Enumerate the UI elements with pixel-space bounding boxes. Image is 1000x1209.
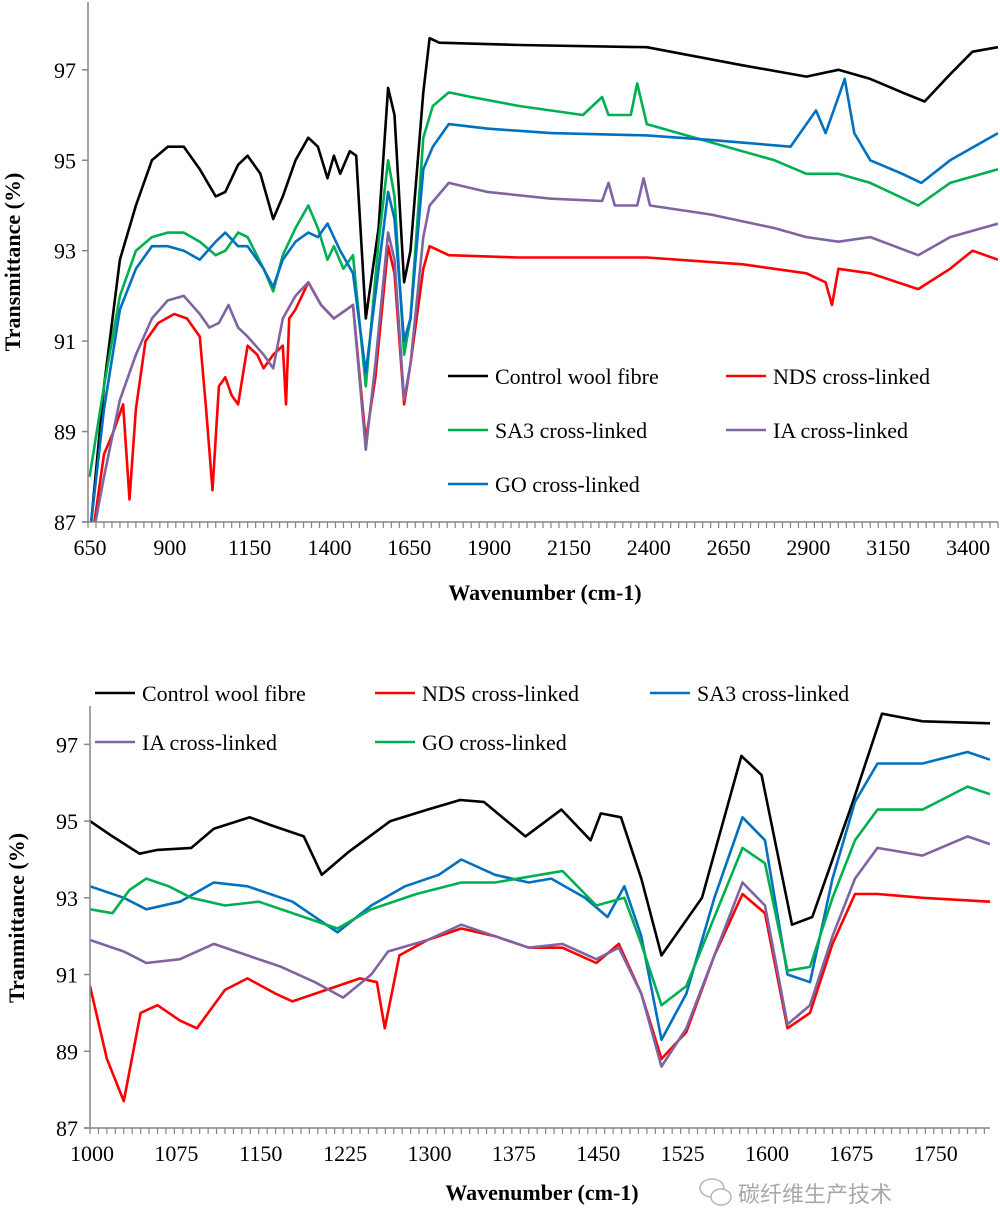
x-tick-label: 1675 [829, 1141, 873, 1166]
x-tick-label: 3150 [866, 535, 910, 560]
x-tick-label: 1300 [408, 1141, 452, 1166]
series-line-control-wool-fibre [90, 712, 990, 957]
x-tick-label: 2150 [547, 535, 591, 560]
legend-label: IA cross-linked [773, 418, 908, 443]
x-tick-label: 1900 [467, 535, 511, 560]
y-tick-label: 93 [54, 239, 76, 264]
x-tick-label: 2650 [707, 535, 751, 560]
x-tick-label: 1450 [576, 1141, 620, 1166]
x-tick-label: 1600 [745, 1141, 789, 1166]
x-tick-label: 3400 [946, 535, 990, 560]
x-axis-title: Wavenumber (cm-1) [445, 1180, 638, 1205]
series-line-ia-cross-linked [94, 177, 998, 522]
x-tick-label: 900 [153, 535, 186, 560]
series-group [88, 36, 998, 522]
chart-fingerprint-range: Wavenumber (cm-1) Tranmittance (%) 87 89 9… [4, 681, 990, 1205]
x-tick-label: 1075 [154, 1141, 198, 1166]
wechat-icon [699, 1178, 732, 1206]
series-line-sa3-cross-linked [88, 82, 998, 478]
legend-label: GO cross-linked [422, 730, 567, 755]
y-axis-title: Transmittance (%) [0, 173, 25, 352]
y-tick-label: 89 [54, 420, 76, 445]
series-line-go-cross-linked [90, 785, 990, 1007]
x-tick-label: 1000 [70, 1141, 114, 1166]
chart-full-range: Wavenumber (cm-1) Transmittance (%) 87 89… [0, 2, 999, 605]
x-tick-label: 1150 [228, 535, 271, 560]
y-tick-label: 97 [56, 732, 78, 757]
legend-label: GO cross-linked [495, 472, 640, 497]
legend-label: Control wool fibre [142, 681, 306, 706]
y-tick-label: 87 [56, 1116, 78, 1141]
x-tick-label: 1375 [492, 1141, 536, 1166]
x-tick-label: 1650 [387, 535, 431, 560]
y-tick-label: 95 [56, 809, 78, 834]
y-tick-label: 97 [54, 58, 76, 83]
legend-label: SA3 cross-linked [697, 681, 849, 706]
legend-label: NDS cross-linked [773, 364, 930, 389]
series-line-control-wool-fibre [89, 36, 998, 522]
watermark: 碳纤维生产技术 [699, 1178, 892, 1208]
watermark-text: 碳纤维生产技术 [738, 1183, 892, 1208]
series-group [90, 712, 990, 1103]
legend-label: NDS cross-linked [422, 681, 579, 706]
y-tick-label: 95 [54, 148, 76, 173]
y-axis-title: Tranmittance (%) [4, 833, 29, 1003]
y-tick-label: 93 [56, 886, 78, 911]
x-tick-label: 2900 [786, 535, 830, 560]
x-axis-title: Wavenumber (cm-1) [448, 580, 641, 605]
x-tick-label: 1400 [307, 535, 351, 560]
series-line-ia-cross-linked [90, 835, 990, 1068]
series-line-nds-cross-linked [93, 244, 998, 522]
series-line-sa3-cross-linked [90, 750, 990, 1042]
y-tick-label: 89 [56, 1039, 78, 1064]
y-tick-label: 91 [56, 963, 78, 988]
legend-label: IA cross-linked [142, 730, 277, 755]
x-tick-label: 2400 [627, 535, 671, 560]
series-line-nds-cross-linked [90, 892, 990, 1103]
legend-label: Control wool fibre [495, 364, 659, 389]
x-tick-label: 650 [74, 535, 107, 560]
legend-label: SA3 cross-linked [495, 418, 647, 443]
y-tick-label: 87 [54, 510, 76, 535]
y-tick-label: 91 [54, 329, 76, 354]
x-tick-label: 1150 [239, 1141, 282, 1166]
x-tick-label: 1525 [661, 1141, 705, 1166]
x-tick-label: 1225 [323, 1141, 367, 1166]
x-tick-label: 1750 [914, 1141, 958, 1166]
series-line-go-cross-linked [89, 77, 998, 522]
